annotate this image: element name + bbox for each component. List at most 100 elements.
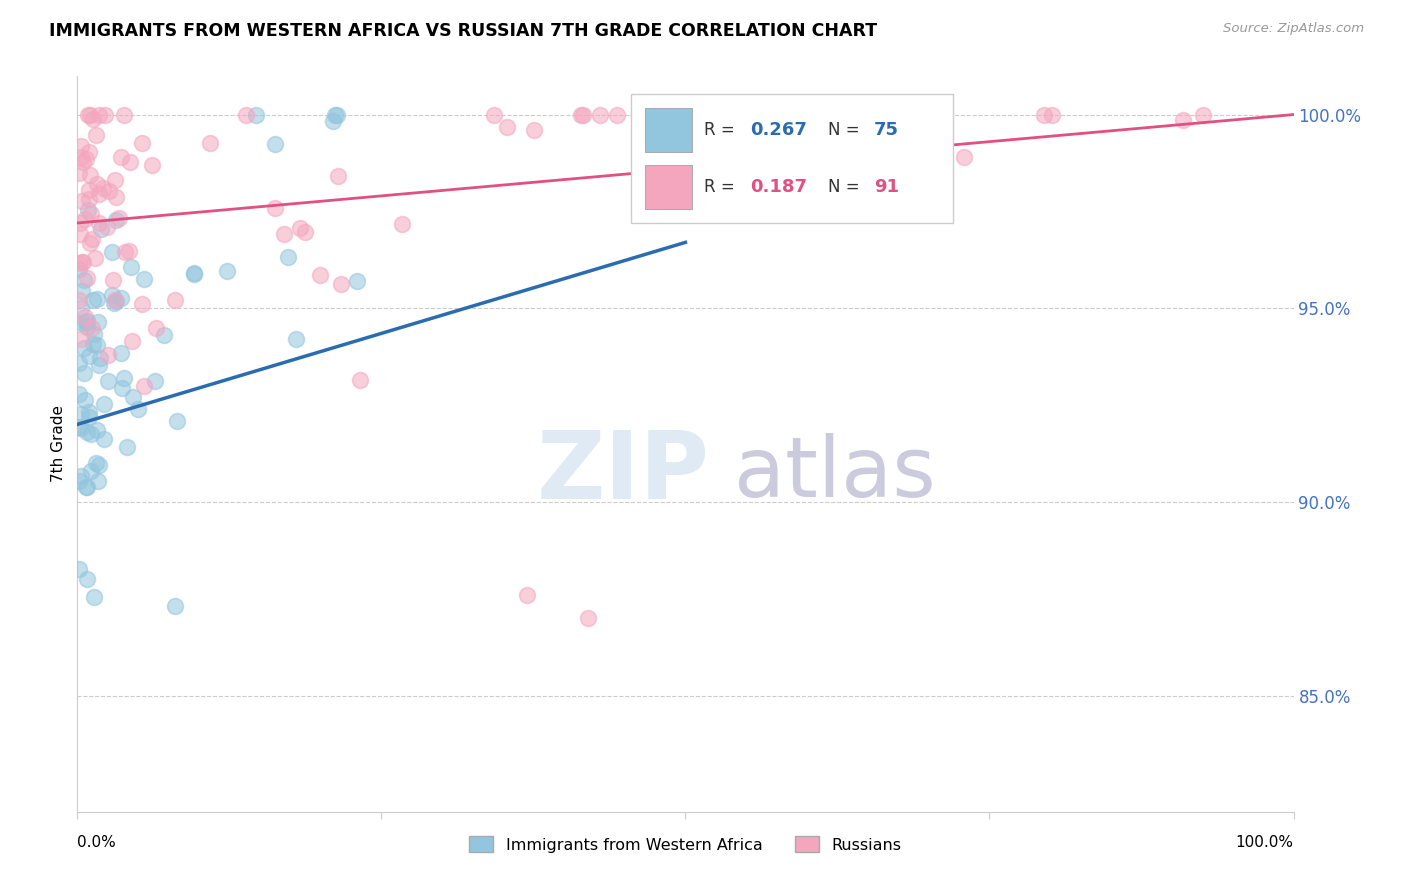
Point xyxy=(349,373,371,387)
Point xyxy=(627,107,650,121)
Point xyxy=(606,107,628,121)
Point xyxy=(67,474,90,488)
Point xyxy=(346,274,368,288)
FancyBboxPatch shape xyxy=(631,95,953,223)
Point xyxy=(235,107,257,121)
Point xyxy=(80,320,103,334)
Point xyxy=(79,107,101,121)
Point xyxy=(70,301,93,315)
Point xyxy=(103,296,125,310)
Point xyxy=(104,173,127,187)
Point xyxy=(516,588,538,602)
Point xyxy=(285,332,308,346)
Point xyxy=(114,244,136,259)
Point xyxy=(67,419,90,434)
Point xyxy=(655,107,678,121)
Point xyxy=(77,349,100,363)
Point xyxy=(572,107,595,121)
Text: atlas: atlas xyxy=(734,433,936,514)
Point xyxy=(70,421,93,435)
Point xyxy=(89,358,111,372)
Point xyxy=(576,611,599,625)
Point xyxy=(86,475,108,489)
Point xyxy=(89,217,111,231)
Point xyxy=(104,190,127,204)
Point xyxy=(75,310,97,325)
Point xyxy=(1032,107,1054,121)
Point xyxy=(569,107,592,121)
Point xyxy=(112,371,135,385)
Point xyxy=(77,405,100,419)
Point xyxy=(76,271,98,285)
Point xyxy=(73,211,96,226)
Point xyxy=(86,423,108,437)
Point xyxy=(86,315,108,329)
Text: 0.267: 0.267 xyxy=(749,121,807,139)
Point xyxy=(141,158,163,172)
Point xyxy=(326,169,349,183)
Point xyxy=(70,254,93,268)
Point xyxy=(264,201,287,215)
Text: Source: ZipAtlas.com: Source: ZipAtlas.com xyxy=(1223,22,1364,36)
Point xyxy=(77,192,100,206)
Point xyxy=(108,211,131,225)
Point xyxy=(101,244,124,259)
Point xyxy=(87,107,110,121)
Point xyxy=(76,425,98,440)
Point xyxy=(121,334,143,349)
Point xyxy=(75,480,97,494)
Point xyxy=(80,464,103,478)
Point xyxy=(110,345,132,359)
Point xyxy=(953,150,976,164)
Point xyxy=(79,168,101,182)
Point xyxy=(69,407,91,421)
Point xyxy=(112,107,135,121)
Point xyxy=(89,186,111,201)
Point xyxy=(91,181,114,195)
Point xyxy=(110,150,132,164)
Point xyxy=(111,381,134,395)
Point xyxy=(89,351,111,365)
Point xyxy=(69,138,91,153)
Point xyxy=(104,293,127,307)
Point xyxy=(163,293,186,308)
Point xyxy=(76,480,98,494)
Point xyxy=(83,251,105,265)
Point xyxy=(67,356,90,370)
Point xyxy=(672,107,695,121)
Point xyxy=(322,113,344,128)
Point xyxy=(69,227,91,242)
Point xyxy=(98,184,121,198)
Point xyxy=(589,107,612,121)
Point xyxy=(97,374,120,388)
Point xyxy=(73,273,96,287)
Point xyxy=(217,263,239,277)
Point xyxy=(668,107,690,121)
Point xyxy=(118,244,141,258)
Point xyxy=(69,469,91,483)
Point xyxy=(86,292,108,306)
Point xyxy=(79,236,101,251)
Point xyxy=(83,590,105,604)
Point xyxy=(72,254,94,268)
Point xyxy=(166,414,188,428)
Point xyxy=(67,387,90,401)
Point xyxy=(82,337,104,351)
Point xyxy=(73,341,96,355)
Text: N =: N = xyxy=(828,178,865,196)
Point xyxy=(134,378,156,392)
Point xyxy=(200,136,222,150)
Point xyxy=(70,316,93,330)
Text: ZIP: ZIP xyxy=(537,427,710,519)
Point xyxy=(93,432,115,446)
Point xyxy=(76,314,98,328)
Point xyxy=(131,297,153,311)
Point xyxy=(323,107,346,121)
Point xyxy=(89,458,111,472)
Text: R =: R = xyxy=(703,178,740,196)
Point xyxy=(93,397,115,411)
Text: 0.187: 0.187 xyxy=(749,178,807,196)
Point xyxy=(73,393,96,408)
Point xyxy=(67,293,90,308)
Point xyxy=(264,137,287,152)
